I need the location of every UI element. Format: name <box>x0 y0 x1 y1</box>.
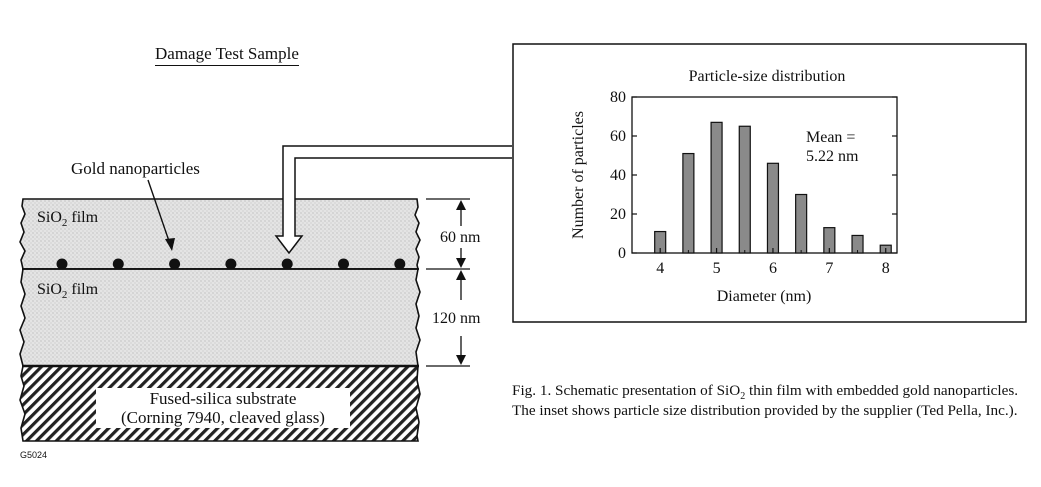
gold-nanoparticle <box>169 258 181 270</box>
chart-x-tick-label: 4 <box>656 260 664 277</box>
chart-annotation-line1: Mean = <box>806 129 855 146</box>
page-title: Damage Test Sample <box>155 44 299 66</box>
nanoparticle-row <box>56 258 406 270</box>
chart-y-tick-label: 60 <box>610 128 626 145</box>
gold-nanoparticle <box>281 258 293 270</box>
chart-x-tick-label: 5 <box>713 260 721 277</box>
chart-title: Particle-size distribution <box>689 68 846 85</box>
gold-nanoparticle <box>112 258 124 270</box>
nanoparticles-pointer-head <box>165 238 175 251</box>
nanoparticles-pointer <box>147 179 171 245</box>
chart-bar <box>738 125 751 254</box>
figure-caption: Fig. 1. Schematic presentation of SiO2 t… <box>512 382 1019 419</box>
chart-bar <box>766 162 780 254</box>
film-label-bottom: SiO2 film <box>37 281 99 301</box>
substrate-label-line2: (Corning 7940, cleaved glass) <box>121 408 325 427</box>
dimension-label-60nm: 60 nm <box>440 229 481 246</box>
gold-nanoparticle <box>56 258 68 270</box>
sio2-film-top <box>19 198 421 270</box>
chart-bar <box>710 121 723 254</box>
film-label-top: SiO2 film <box>37 209 99 229</box>
nanoparticles-label: Gold nanoparticles <box>71 159 200 178</box>
chart-x-label: Diameter (nm) <box>717 288 812 305</box>
dimension-60nm <box>426 198 470 367</box>
chart-bar <box>795 193 808 254</box>
substrate-label-line1: Fused-silica substrate <box>150 389 297 408</box>
chart-y-tick-label: 0 <box>618 245 626 262</box>
dimension-label-120nm: 120 nm <box>432 310 481 327</box>
chart-x-tick-label: 8 <box>882 260 890 277</box>
chart-y-tick-label: 40 <box>610 167 626 184</box>
gold-nanoparticle <box>338 258 349 270</box>
figure-id: G5024 <box>20 450 48 460</box>
chart-annotation-line2: 5.22 nm <box>806 148 859 165</box>
chart-x-tick-label: 6 <box>769 260 777 277</box>
particle-size-chart: Particle-size distribution 4 5 6 7 802040608… <box>570 68 898 305</box>
chart-y-label: Number of particles <box>570 111 587 239</box>
chart-bar <box>682 152 695 254</box>
inset-callout-arrow <box>274 145 512 255</box>
gold-nanoparticle <box>225 258 237 270</box>
gold-nanoparticle <box>394 258 406 270</box>
chart-y-tick-label: 20 <box>610 206 626 223</box>
chart-x-tick-label: 7 <box>825 260 833 277</box>
chart-y-tick-label: 80 <box>610 89 626 106</box>
